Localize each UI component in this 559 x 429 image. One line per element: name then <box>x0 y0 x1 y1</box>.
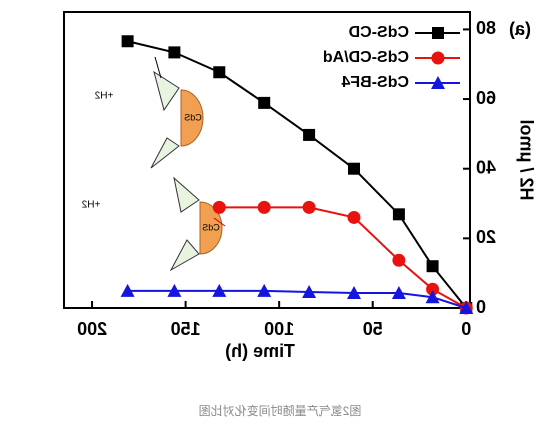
marker <box>168 46 181 59</box>
panel-label: (a) <box>509 19 531 39</box>
cyclodextrin <box>150 137 180 169</box>
x-tick-label: 0 <box>461 319 471 339</box>
cds-particle <box>199 201 223 255</box>
legend-label: CdS-CD/Ad <box>323 49 409 66</box>
cds-particle <box>180 89 204 147</box>
marker <box>121 35 134 48</box>
cyclodextrin <box>173 176 200 213</box>
series-line <box>127 40 468 309</box>
legend-label: CdS-BF4 <box>341 74 409 91</box>
legend-marker <box>432 27 444 39</box>
marker <box>212 200 226 214</box>
x-axis-label: Time (h) <box>225 341 295 361</box>
product-label: +H2 <box>94 91 113 102</box>
marker <box>257 200 271 214</box>
marker <box>425 290 440 304</box>
marker <box>426 282 440 296</box>
legend-marker <box>431 51 445 65</box>
y-tick-label: 40 <box>476 157 496 177</box>
caption: 图2氢气产量随时间变化对比图 <box>199 403 362 418</box>
marker <box>392 208 405 221</box>
x-tick-label: 150 <box>171 319 201 339</box>
marker <box>347 286 361 300</box>
plot-frame <box>63 11 471 309</box>
y-tick-label: 20 <box>476 227 496 247</box>
legend-label: CdS-CD <box>349 24 409 41</box>
marker <box>426 260 439 273</box>
x-tick-label: 200 <box>77 319 107 339</box>
marker <box>258 96 271 109</box>
marker <box>459 301 474 314</box>
particle-label: CdS <box>202 222 220 232</box>
illustration-upper: CdS +H2 <box>94 56 204 169</box>
particle-label: CdS <box>184 112 202 122</box>
illustration-lower: CdS +H2 <box>81 176 226 272</box>
y-tick-label: 60 <box>476 88 496 108</box>
marker <box>391 286 406 300</box>
marker <box>303 128 316 141</box>
marker <box>347 210 361 224</box>
arrow <box>213 217 226 227</box>
marker <box>213 66 226 79</box>
cyclodextrin <box>153 70 180 112</box>
marker <box>348 162 360 175</box>
marker <box>302 284 317 298</box>
marker <box>257 283 272 297</box>
marker <box>392 253 406 267</box>
marker <box>167 283 182 297</box>
x-tick-label: 50 <box>363 319 383 339</box>
product-label: +H2 <box>81 200 100 211</box>
marker <box>212 283 227 297</box>
y-tick-label: 80 <box>476 18 496 38</box>
y-axis-label: H2 / μmol <box>516 119 536 200</box>
marker <box>120 283 135 297</box>
x-tick-label: 100 <box>264 319 294 339</box>
legend-marker <box>431 76 445 89</box>
y-tick-label: 0 <box>476 297 486 317</box>
marker <box>302 200 316 214</box>
arrow <box>154 56 162 79</box>
cyclodextrin <box>169 239 200 272</box>
